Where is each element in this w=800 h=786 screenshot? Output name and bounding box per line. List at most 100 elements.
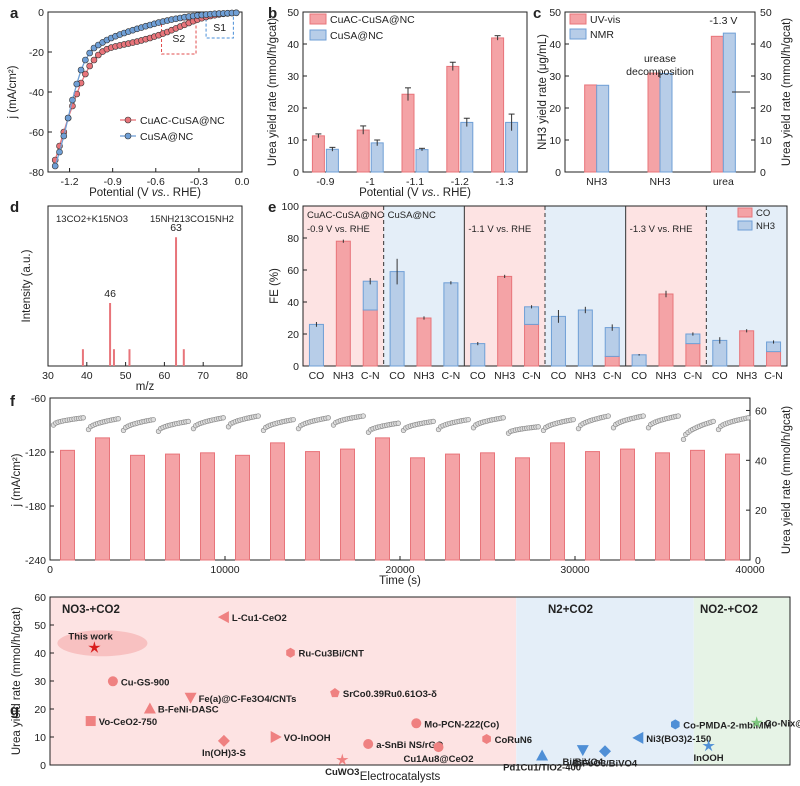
bar-nh3 xyxy=(631,354,647,367)
panel-label-f: f xyxy=(10,393,16,410)
current-point xyxy=(605,413,611,419)
highlight-ellipse xyxy=(57,630,148,657)
marker-hexagon xyxy=(671,719,680,730)
f-y2-tick-label: 0 xyxy=(755,555,761,567)
xlabel-part: vs. xyxy=(152,187,167,199)
bar-co xyxy=(604,355,620,367)
data-point xyxy=(60,132,68,140)
c-y-tick-label: 40 xyxy=(549,39,561,51)
c-x-tick-label: NH3 xyxy=(649,176,670,188)
a-y-tick-label: 0 xyxy=(38,7,44,19)
bar-co xyxy=(362,309,378,367)
f-x-axis-label: Time (s) xyxy=(379,575,421,587)
current-point xyxy=(745,415,751,421)
c-y2-tick-label: 10 xyxy=(760,135,772,147)
marker-square xyxy=(85,716,96,727)
current-point xyxy=(535,424,541,430)
f-x-tick-label: 40000 xyxy=(735,564,764,576)
e-x-tick-label: NH3 xyxy=(575,370,596,382)
a-y-tick-label: -40 xyxy=(29,87,44,99)
region-background xyxy=(516,597,694,765)
region-background xyxy=(693,597,790,765)
point-label: Ni3(BO3)2-150 xyxy=(646,734,711,745)
bar xyxy=(370,142,384,173)
f-y2-tick-label: 20 xyxy=(755,505,767,517)
panel-label-b: b xyxy=(268,5,277,22)
bar-co xyxy=(766,351,782,367)
d-y-axis-label: Intensity (a.u.) xyxy=(21,249,33,322)
marker-down xyxy=(576,745,589,757)
d-x-tick-label: 40 xyxy=(81,370,93,382)
current-point xyxy=(150,416,156,423)
bar-co xyxy=(524,323,540,367)
data-point xyxy=(232,9,240,17)
peak-label: 46 xyxy=(104,288,116,300)
e-x-tick-label: C-N xyxy=(603,370,622,382)
current-point xyxy=(500,415,506,421)
bar-nh3 xyxy=(604,327,620,357)
c-y-tick-label: 20 xyxy=(549,103,561,115)
e-x-tick-label: C-N xyxy=(442,370,461,382)
c-y2-axis-label: Urea yield rate (mmol/h/gcat) xyxy=(781,18,793,166)
d-x-tick-label: 70 xyxy=(197,370,209,382)
group-label: CuAC-CuSA@NC xyxy=(307,210,384,221)
e-y-tick-label: 0 xyxy=(293,361,299,373)
bar-co xyxy=(497,275,513,367)
yield-bar xyxy=(445,453,460,561)
xlabel-part: Potential (V xyxy=(89,187,152,199)
yield-bar xyxy=(130,454,145,561)
c-y2-tick-label: 20 xyxy=(760,103,772,115)
potential-label: -1.1 V vs. RHE xyxy=(468,224,531,235)
point-label: Ru-Cu3Bi/CNT xyxy=(299,649,365,660)
panel-label-e: e xyxy=(268,199,276,216)
bar-nh3 xyxy=(550,315,566,367)
e-x-tick-label: CO xyxy=(309,370,325,382)
b-y-axis-label: Urea yield rate (mmol/h/gcat) xyxy=(267,18,279,166)
e-x-tick-label: CO xyxy=(470,370,486,382)
bar xyxy=(647,72,661,173)
yield-bar xyxy=(165,453,180,561)
bar-nh3 xyxy=(470,343,486,367)
bar-nh3 xyxy=(362,280,378,311)
b-y-tick-label: 30 xyxy=(287,71,299,83)
legend-swatch xyxy=(737,220,753,231)
yield-bar xyxy=(375,437,390,561)
bar xyxy=(596,84,610,173)
g-y-tick-label: 50 xyxy=(34,620,46,632)
c-y2-tick-label: 50 xyxy=(760,7,772,19)
panel-b-frame xyxy=(302,11,528,173)
point-label: Co-Nix@GDY xyxy=(765,719,800,730)
e-x-tick-label: CO xyxy=(551,370,567,382)
b-y-tick-label: 50 xyxy=(287,7,299,19)
a-x-tick-label: -0.3 xyxy=(190,176,208,188)
d-x-tick-label: 30 xyxy=(42,370,54,382)
e-y-tick-label: 100 xyxy=(281,201,299,213)
yield-bar xyxy=(200,452,215,561)
current-point xyxy=(430,418,436,425)
marker-half xyxy=(411,718,422,729)
legend-label: CuAC-CuSA@NC xyxy=(140,115,225,127)
g-y-tick-label: 20 xyxy=(34,704,46,716)
b-x-axis-label: Potential (V vs.. RHE) xyxy=(359,187,471,199)
current-point xyxy=(710,418,716,425)
annotation: urease xyxy=(644,53,676,65)
marker-diamond xyxy=(217,734,230,747)
e-x-tick-label: CO xyxy=(712,370,728,382)
point-label: Pd1Cu1/TiO2-400 xyxy=(503,762,581,773)
marker-star xyxy=(88,641,101,653)
current-point xyxy=(640,413,646,419)
bar-nh3 xyxy=(389,271,405,367)
current-point xyxy=(465,416,471,423)
data-point xyxy=(69,96,76,104)
yield-bar xyxy=(515,457,530,561)
f-y-tick-label: -60 xyxy=(31,393,46,405)
region-label: NO2-+CO2 xyxy=(700,604,758,616)
f-x-tick-label: 0 xyxy=(47,564,53,576)
a-x-tick-label: -1.2 xyxy=(61,176,79,188)
bar xyxy=(401,93,415,173)
data-point xyxy=(86,62,93,70)
marker-circle xyxy=(433,742,444,753)
a-x-tick-label: 0.0 xyxy=(235,176,250,188)
a-x-axis-label: Potential (V vs.. RHE) xyxy=(89,187,201,199)
